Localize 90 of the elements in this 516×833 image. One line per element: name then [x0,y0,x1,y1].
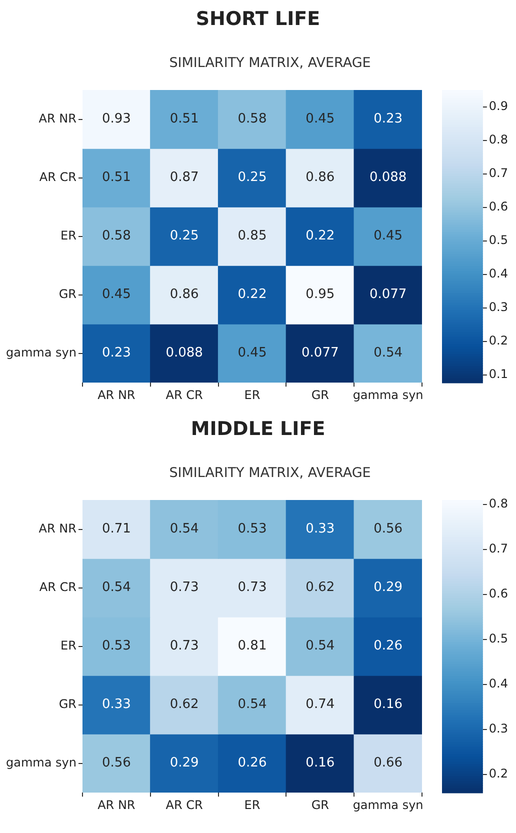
y-tick-label: AR CR [39,580,76,594]
data-label: 0.51 [170,112,199,127]
data-label: 0.56 [102,756,131,771]
data-label: 0.45 [102,287,131,302]
data-label: 0.71 [102,522,131,537]
y-tick-label: ER [60,228,76,242]
data-label: 0.088 [369,170,407,186]
color-bar-label: 0.4 [488,266,508,280]
data-label: 0.25 [238,170,267,186]
color-bar-label: 0.3 [488,300,508,314]
data-label: 0.81 [238,638,267,654]
chart-title: MIDDLE LIFE [190,418,326,440]
data-label: 0.16 [374,697,403,712]
x-tick-label: gamma syn [352,798,424,812]
y-tick-label: AR CR [39,170,76,184]
y-tick-label: gamma syn [6,755,76,770]
color-bar-label: 0.7 [488,166,508,180]
color-bar-label: 0.2 [488,766,508,781]
data-label: 0.077 [369,287,407,302]
data-label: 0.22 [238,287,267,302]
data-label: 0.33 [102,697,131,712]
color-bar-label: 0.2 [488,334,508,348]
y-tick-label: AR NR [38,111,76,126]
x-tick-label: AR CR [166,798,203,812]
data-label: 0.58 [238,112,267,127]
color-bar-label: 0.1 [488,367,508,382]
color-bar-label: 0.8 [488,496,508,511]
color-bar-label: 0.6 [488,586,508,601]
data-label: 0.58 [102,228,131,244]
x-tick-label: ER [244,798,260,812]
chart-title: SHORT LIFE [194,8,322,30]
y-tick-label: gamma syn [6,345,76,360]
x-tick-label: GR [311,798,329,812]
data-label: 0.73 [170,580,199,596]
data-label: 0.62 [170,697,199,712]
y-tick-label: GR [58,696,76,711]
data-label: 0.25 [170,228,199,244]
data-label: 0.56 [374,522,403,537]
data-label: 0.45 [306,112,335,127]
data-label: 0.73 [170,638,199,654]
data-label: 0.66 [374,756,403,771]
y-tick-label: AR NR [38,521,76,536]
data-label: 0.26 [238,756,267,771]
data-label: 0.26 [374,638,403,654]
color-bar-label: 0.8 [488,132,508,146]
x-tick-label: ER [244,388,260,402]
data-label: 0.54 [306,638,335,654]
x-tick-label: AR NR [98,388,136,402]
data-label: 0.53 [102,638,131,654]
data-label: 0.33 [306,522,335,537]
x-tick-label: GR [311,388,329,402]
data-label: 0.077 [302,346,339,361]
color-bar-label: 0.5 [488,632,508,646]
x-tick-label: gamma syn [352,388,424,402]
data-label: 0.45 [374,228,403,244]
data-label: 0.29 [170,756,199,771]
data-label: 0.74 [306,697,335,712]
data-label: 0.87 [170,170,199,186]
x-tick-label: AR CR [166,388,203,402]
color-bar-label: 0.3 [488,722,508,736]
data-label: 0.54 [102,580,131,596]
chart-subtitle: SIMILARITY MATRIX, AVERAGE [168,465,372,481]
data-label: 0.23 [102,346,131,361]
y-tick-label: GR [58,286,76,301]
data-label: 0.62 [306,580,335,596]
data-label: 0.54 [374,346,403,361]
data-label: 0.22 [306,228,335,244]
data-label: 0.85 [238,228,267,244]
data-label: 0.86 [170,287,199,302]
color-bar-label: 0.7 [488,542,508,556]
data-label: 0.23 [374,112,403,127]
chart-subtitle: SIMILARITY MATRIX, AVERAGE [168,55,372,71]
color-bar-label: 0.4 [488,676,508,691]
data-label: 0.73 [238,580,267,596]
data-label: 0.29 [374,580,403,596]
data-label: 0.53 [238,522,267,537]
data-label: 0.16 [306,756,335,771]
color-bar-label: 0.5 [488,232,508,247]
data-label: 0.54 [238,697,267,712]
y-tick-label: ER [60,638,76,652]
data-label: 0.088 [166,346,203,361]
x-tick-label: AR NR [98,798,136,812]
data-label: 0.45 [238,346,267,361]
data-label: 0.93 [102,112,131,127]
data-label: 0.51 [102,170,131,186]
color-bar-label: 0.9 [488,98,508,113]
data-label: 0.86 [306,170,335,186]
data-label: 0.95 [306,287,335,302]
data-label: 0.54 [170,522,199,537]
color-bar-label: 0.6 [488,199,508,214]
